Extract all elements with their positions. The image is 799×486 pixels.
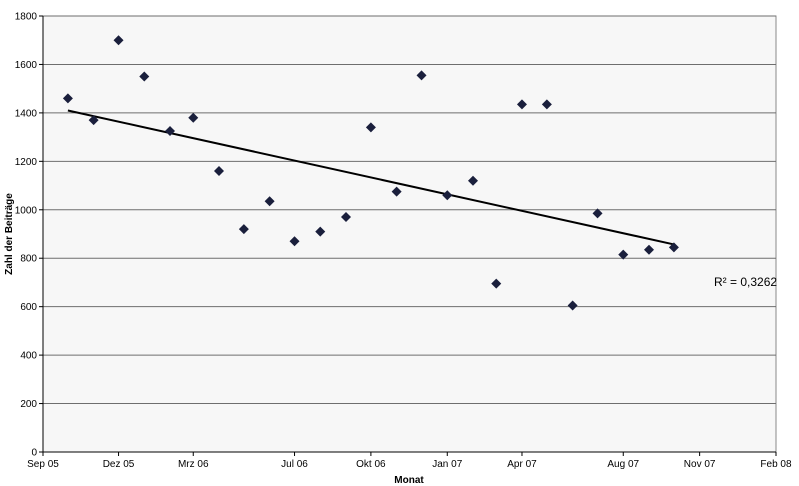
axes [42, 16, 776, 453]
data-point [139, 71, 150, 82]
data-point [391, 186, 402, 197]
y-tick-label: 1200 [15, 157, 38, 168]
data-point [541, 99, 552, 110]
data-point [264, 196, 275, 207]
x-tick-label: Okt 06 [356, 459, 386, 470]
y-tick-label: 1000 [15, 205, 38, 216]
x-axis-title: Monat [394, 475, 424, 486]
r2-label: R² = 0,3262 [714, 275, 777, 289]
y-tick-label: 600 [20, 302, 37, 313]
x-tick-label: Mrz 06 [178, 459, 209, 470]
x-tick-label: Nov 07 [684, 459, 716, 470]
data-point [88, 115, 99, 126]
x-tick-label: Dez 05 [103, 459, 135, 470]
data-point [213, 166, 224, 177]
x-tick-label: Feb 08 [760, 459, 792, 470]
y-tick-label: 1800 [15, 12, 38, 23]
y-tick-label: 0 [31, 448, 37, 459]
data-point [188, 112, 199, 123]
data-point [618, 249, 629, 260]
x-tick-label: Jul 06 [281, 459, 308, 470]
data-point [416, 70, 427, 81]
y-axis-title: Zahl der Beiträge [4, 193, 15, 275]
data-points [62, 35, 679, 311]
data-point [238, 224, 249, 235]
x-tick-labels: Sep 05 Dez 05 Mrz 06 Jul 06 Okt 06 Jan 07 Apr … [27, 452, 792, 470]
data-point [165, 126, 176, 137]
data-point [289, 236, 300, 247]
x-tick-label: Aug 07 [607, 459, 639, 470]
data-point [442, 190, 453, 201]
y-tick-label: 400 [20, 351, 37, 362]
data-point [113, 35, 124, 46]
gridlines [43, 15, 776, 405]
plot-area [42, 15, 777, 453]
data-point [468, 175, 479, 186]
data-point [491, 278, 502, 289]
data-point [592, 208, 603, 219]
data-point [567, 300, 578, 311]
y-tick-labels: 0 200 400 600 800 1000 1200 1400 1600 1800 [15, 12, 43, 459]
y-tick-label: 800 [20, 254, 37, 265]
y-tick-label: 1600 [15, 60, 38, 71]
data-point [516, 99, 527, 110]
x-tick-label: Apr 07 [507, 459, 537, 470]
data-point [643, 244, 654, 255]
data-point [315, 226, 326, 237]
x-tick-label: Sep 05 [27, 459, 59, 470]
y-tick-label: 200 [20, 399, 37, 410]
data-point [62, 93, 73, 104]
y-tick-label: 1400 [15, 108, 38, 119]
x-tick-label: Jan 07 [432, 459, 462, 470]
data-point [668, 242, 679, 253]
data-point [365, 122, 376, 133]
data-point [340, 212, 351, 223]
